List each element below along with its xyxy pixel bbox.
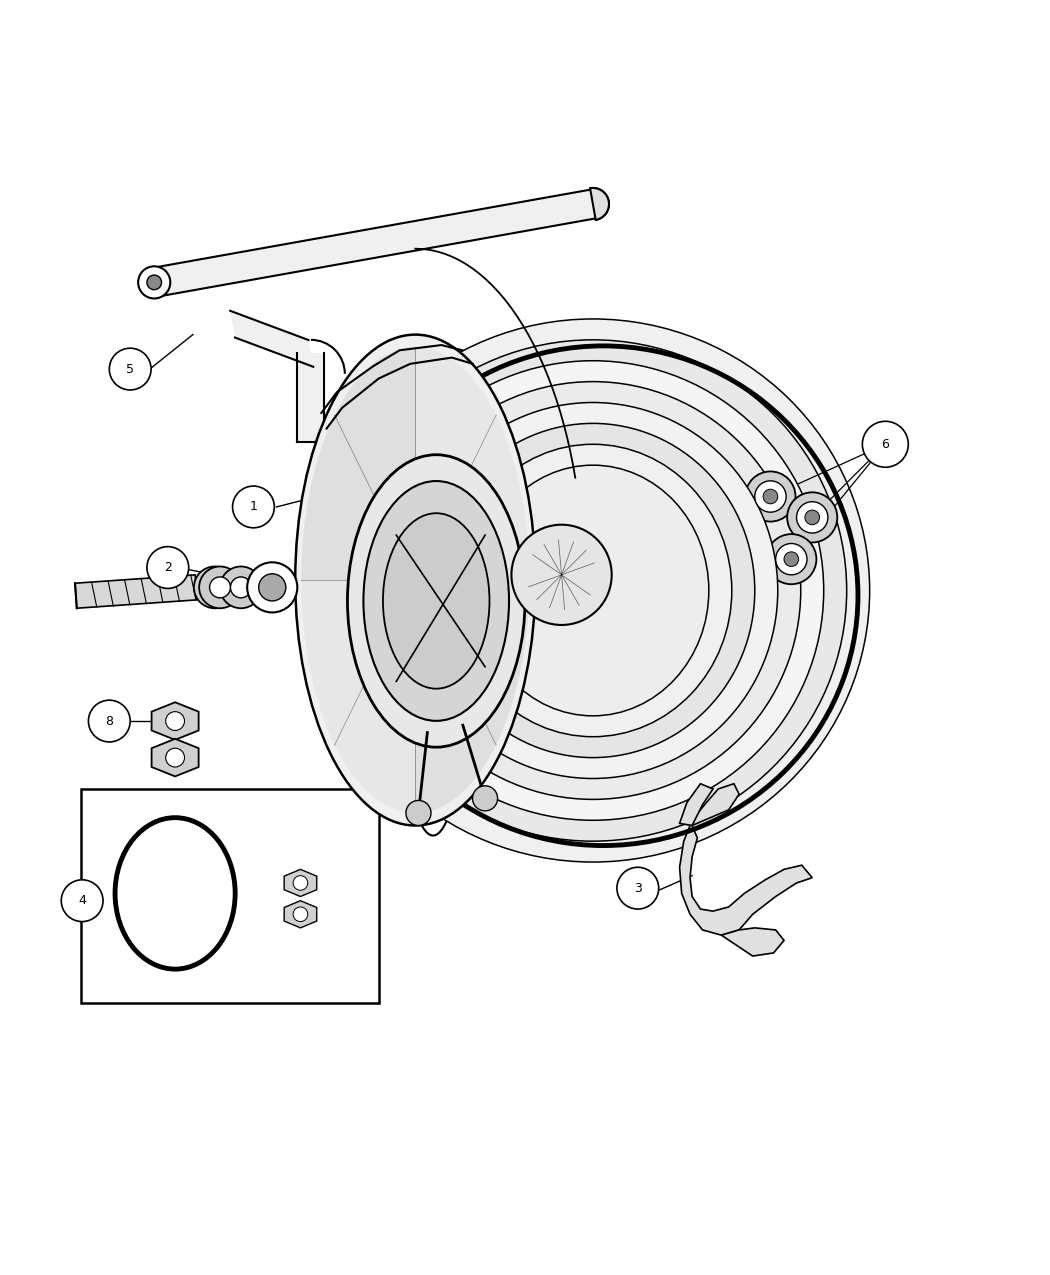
Ellipse shape [430,423,755,757]
Circle shape [220,566,261,608]
Ellipse shape [408,403,778,779]
Ellipse shape [454,444,732,737]
Ellipse shape [363,481,509,720]
Circle shape [862,421,908,467]
Ellipse shape [316,319,869,862]
Ellipse shape [316,319,869,862]
Text: 5: 5 [126,362,134,376]
Polygon shape [301,347,416,580]
Circle shape [232,486,274,528]
Text: 8: 8 [105,714,113,728]
Circle shape [247,562,297,612]
Ellipse shape [327,324,859,857]
Polygon shape [721,928,784,956]
Text: 2: 2 [164,561,172,574]
Polygon shape [151,738,198,776]
Ellipse shape [383,514,489,688]
Circle shape [293,907,308,922]
Circle shape [109,348,151,390]
Text: 1: 1 [250,501,257,514]
Circle shape [797,502,827,533]
Circle shape [766,534,817,584]
Circle shape [293,876,308,890]
Polygon shape [679,784,813,935]
Polygon shape [285,870,317,896]
Circle shape [147,275,162,289]
Polygon shape [590,187,609,219]
Polygon shape [75,575,196,608]
Polygon shape [285,900,317,928]
Circle shape [784,552,799,566]
Circle shape [61,880,103,922]
Circle shape [230,576,251,598]
Circle shape [617,867,658,909]
Circle shape [200,566,240,608]
Circle shape [258,574,286,601]
Circle shape [166,711,185,731]
Circle shape [788,492,837,542]
Text: 4: 4 [78,894,86,908]
Circle shape [755,481,786,513]
Circle shape [147,547,189,588]
Circle shape [746,472,796,521]
Polygon shape [416,347,529,580]
Ellipse shape [362,361,823,820]
Circle shape [406,801,430,825]
Circle shape [139,266,170,298]
Circle shape [88,700,130,742]
Ellipse shape [385,381,801,799]
Circle shape [776,543,807,575]
Polygon shape [297,353,324,442]
Circle shape [472,785,498,811]
Circle shape [210,576,230,598]
Circle shape [805,510,820,525]
Polygon shape [151,703,198,740]
Circle shape [763,490,778,504]
Ellipse shape [477,465,709,715]
Text: 3: 3 [634,882,642,895]
Circle shape [511,525,612,625]
Polygon shape [151,190,595,297]
Circle shape [166,748,185,768]
Ellipse shape [295,334,536,825]
Polygon shape [679,784,713,825]
Circle shape [194,566,235,608]
Ellipse shape [339,340,846,842]
Polygon shape [416,580,529,813]
Polygon shape [301,580,416,813]
Text: 6: 6 [881,437,889,451]
Polygon shape [230,311,313,367]
Ellipse shape [348,455,525,747]
Bar [81,789,379,1003]
